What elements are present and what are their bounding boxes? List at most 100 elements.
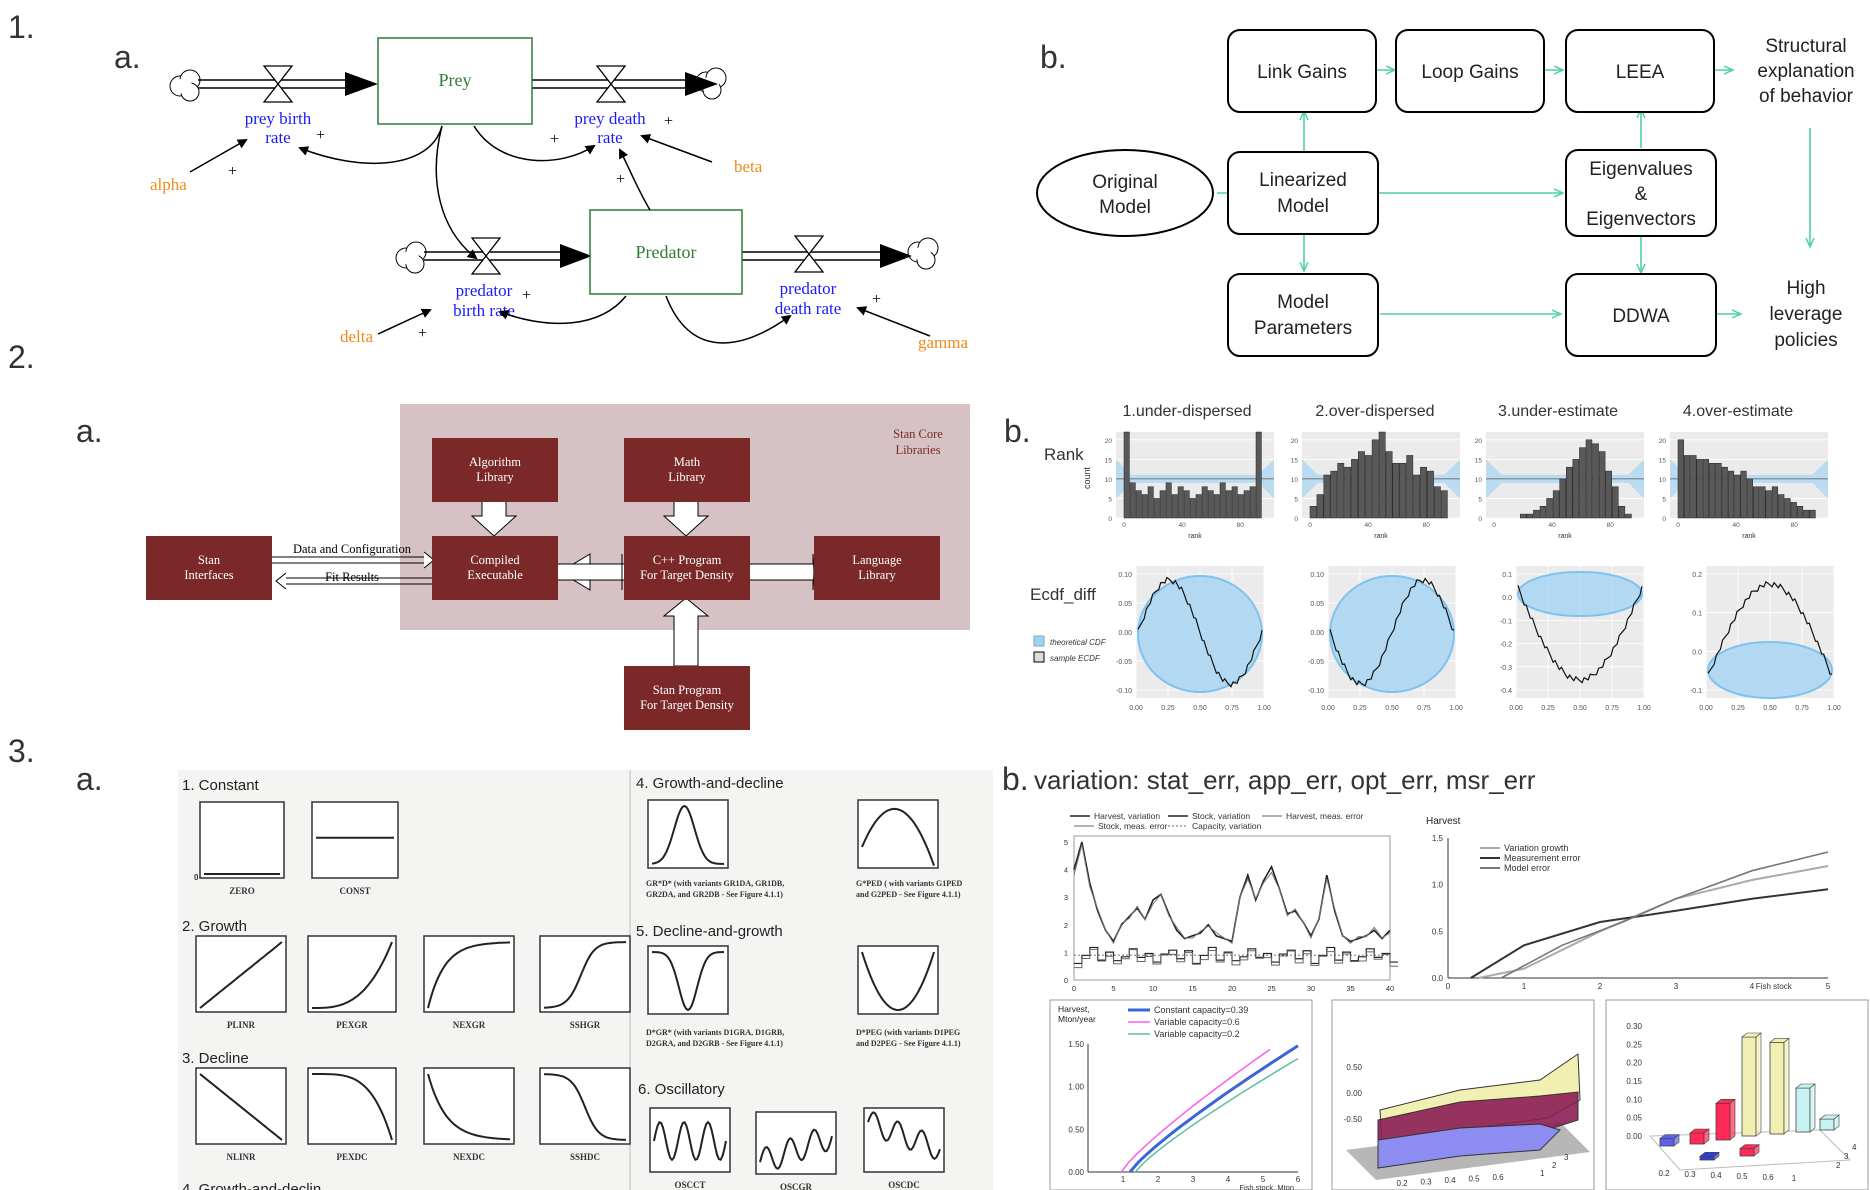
tl-ytick: 2: [1064, 921, 1068, 930]
stock-meas-error-line: [1074, 948, 1398, 969]
sbc-plots: Rank Ecdf_diff count 1.under-dispersed 2.…: [1030, 403, 1841, 712]
ecdf-ytick: -0.05: [1308, 659, 1324, 666]
bm-xtick: 0.5: [1468, 1175, 1480, 1184]
pattern-caption-line1: D*PEG (with variants D1PEG: [856, 1028, 960, 1037]
ecdf-xtick: 0.25: [1161, 705, 1175, 712]
model-parameters-node: [1227, 273, 1379, 357]
model-parameters-line2: Parameters: [1254, 318, 1352, 339]
br-ytick: 0.15: [1626, 1077, 1642, 1086]
hist-bar: [1255, 431, 1262, 519]
stock-predator-box: [589, 209, 743, 295]
sub-label-3b: b.: [1002, 761, 1029, 797]
hist-ytick: 5: [1662, 496, 1666, 503]
pattern-caption-line2: D2GRA, and D2GRB - See Figure 4.1.1): [646, 1039, 783, 1048]
algorithm-library-box: [432, 438, 558, 502]
param-beta: beta: [734, 157, 763, 176]
high-leverage-line3: policies: [1774, 330, 1837, 351]
pattern-label: OSCCT: [674, 1180, 705, 1190]
br-ztick: 3: [1844, 1152, 1849, 1161]
hist-bar: [1378, 431, 1386, 519]
hist-xtick: 80: [1791, 522, 1799, 529]
ddwa-node: [1565, 273, 1717, 357]
pattern-box: [311, 801, 399, 879]
bar-3d: [1769, 1041, 1785, 1135]
polarity-plus: +: [664, 113, 673, 130]
hist-bar: [1533, 509, 1540, 519]
hist-bar: [1734, 474, 1741, 519]
polarity-plus: +: [418, 325, 427, 342]
stock-prey: Prey: [439, 70, 472, 90]
hist-ytick: 5: [1108, 496, 1112, 503]
hist-bar: [1625, 513, 1632, 519]
hist-bar: [1413, 474, 1421, 519]
rank-axis-label: rank: [1188, 533, 1202, 540]
pattern-curve: [861, 807, 935, 867]
tl-xtick: 5: [1111, 984, 1115, 993]
polarity-plus: +: [316, 127, 325, 144]
hist-xtick: 40: [1364, 522, 1372, 529]
section-growth: 2. Growth: [182, 918, 247, 935]
hist-ytick: 0: [1478, 516, 1482, 523]
ecdf-xtick: 0.00: [1699, 705, 1713, 712]
loop-gains-node: [1395, 29, 1545, 113]
tl-legend-1: Stock, variation: [1192, 811, 1250, 821]
linearized-model-line1: Linearized: [1259, 170, 1347, 191]
ecdf-xtick: 0.50: [1763, 705, 1777, 712]
hist-xtick: 0: [1308, 522, 1312, 529]
param-alpha: alpha: [150, 175, 187, 194]
hist-bar: [1337, 463, 1345, 519]
ecdf-xtick: 0.25: [1541, 705, 1555, 712]
hist-bar: [1546, 498, 1553, 519]
legend-sample-swatch: [1033, 651, 1045, 663]
bm-ytick: -0.50: [1344, 1115, 1363, 1124]
cpp-program-box: [624, 536, 750, 600]
hist-ytick: 20: [1291, 438, 1299, 445]
bl-xtick: 2: [1156, 1175, 1161, 1184]
rank-axis-label: rank: [1742, 533, 1756, 540]
hist-xtick: 0: [1122, 522, 1126, 529]
predator-death-rate-line2: death rate: [775, 299, 842, 318]
hist-bar: [1323, 474, 1331, 519]
hist-xtick: 80: [1423, 522, 1431, 529]
hist-bar: [1684, 455, 1691, 519]
hist-bar: [1207, 490, 1214, 519]
hist-ytick: 5: [1294, 496, 1298, 503]
hist-bar: [1153, 498, 1160, 519]
hist-ytick: 20: [1659, 438, 1667, 445]
bl-xlabel: Fish stock, Mton: [1239, 1183, 1294, 1190]
stan-interfaces-box: [146, 536, 272, 600]
algorithm-library-line1: Algorithm: [469, 455, 521, 469]
br-ytick: 0.25: [1626, 1040, 1642, 1049]
tl-ytick: 5: [1064, 838, 1068, 847]
hist-bar: [1605, 470, 1612, 519]
tr-ytick: 0.0: [1432, 974, 1444, 983]
behavior-patterns-scan: 1. Constant 2. Growth 3. Decline 4. Grow…: [178, 770, 993, 1190]
high-leverage-line2: leverage: [1770, 304, 1843, 325]
hist-bar: [1784, 498, 1791, 519]
hist-bar: [1358, 451, 1365, 519]
hist-bar: [1771, 486, 1779, 519]
pattern-curve: [867, 1111, 941, 1161]
ecdf-ytick: 0.00: [1118, 630, 1132, 637]
hist-bar: [1690, 455, 1697, 519]
link-gains-label: Link Gains: [1257, 62, 1347, 83]
stan-program-box: [624, 666, 750, 730]
hist-bar: [1579, 447, 1586, 519]
ecdf-xtick: 1.00: [1827, 705, 1841, 712]
bar-3d-side: [1783, 1037, 1790, 1135]
param-gamma: gamma: [918, 333, 968, 352]
theoretical-band: [1517, 571, 1643, 617]
stan-architecture-diagram: Stan Core Libraries Data and Configurati…: [146, 404, 970, 730]
sample-ecdf-line: [1329, 577, 1455, 687]
ecdf-ytick: 0.2: [1692, 572, 1702, 579]
br-ytick: 0.10: [1626, 1095, 1642, 1104]
plot-title-3: 3.under-estimate: [1498, 403, 1618, 420]
tr-xtick: 4: [1750, 982, 1755, 991]
br-ytick: 0.05: [1626, 1114, 1642, 1123]
hist-bar: [1243, 490, 1250, 519]
pattern-curve: [651, 804, 725, 865]
pattern-label: PEXDC: [337, 1152, 368, 1162]
hist-bar: [1171, 494, 1178, 519]
bl-xtick: 5: [1261, 1175, 1266, 1184]
